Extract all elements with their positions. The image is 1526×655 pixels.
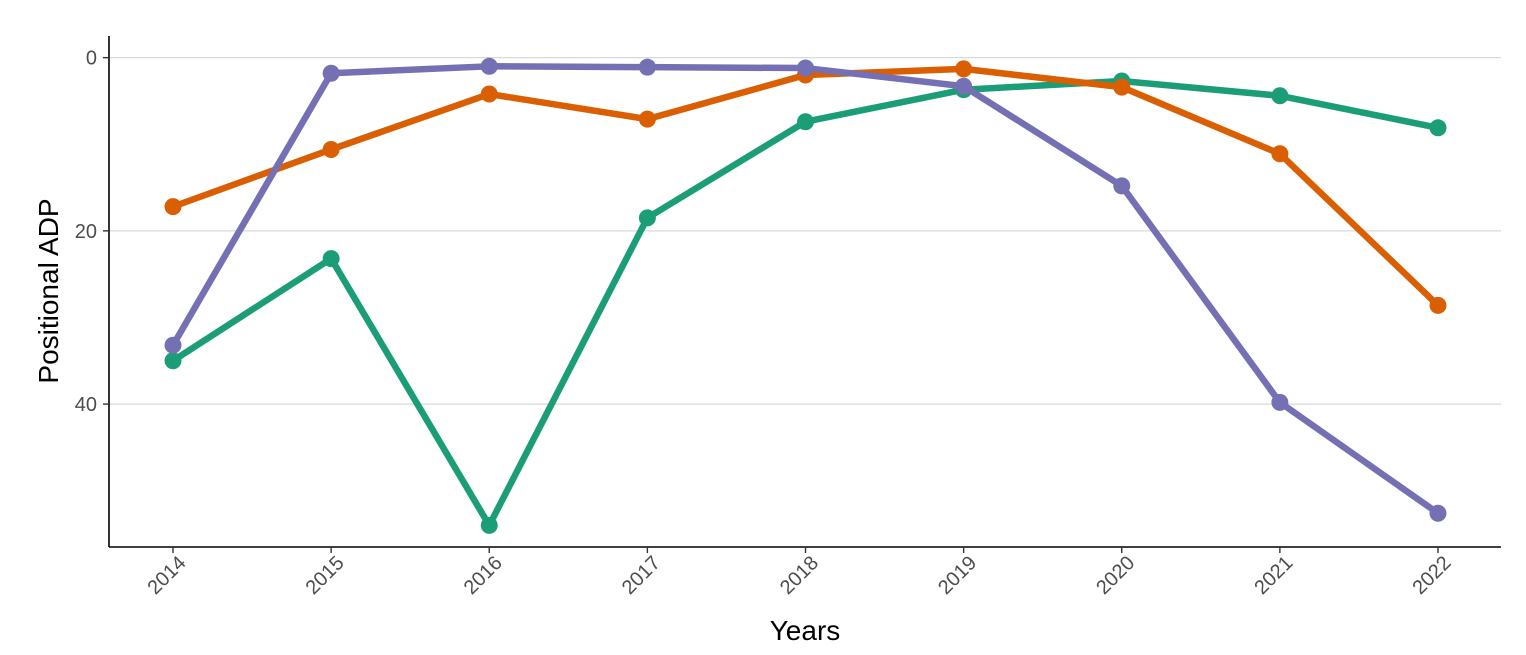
data-point [797, 113, 814, 131]
data-point [955, 60, 973, 78]
y-tick-label: 20 [75, 221, 97, 243]
data-point [322, 140, 340, 158]
ticks: 0 20 40 2014 2015 2016 2017 2018 2019 2020 2021 202… [75, 48, 1456, 599]
data-point [797, 59, 814, 77]
series [164, 57, 1447, 534]
data-point [1271, 393, 1289, 411]
data-point [164, 336, 182, 354]
x-axis-title: Years [770, 615, 841, 646]
data-point [1271, 87, 1289, 105]
series-line-2 [169, 65, 1442, 309]
data-point [164, 198, 182, 216]
series-line-1 [169, 77, 1442, 529]
x-tick-label: 2016 [460, 552, 507, 599]
x-tick-label: 2018 [776, 552, 823, 599]
x-tick-label: 2017 [618, 552, 665, 599]
data-point [638, 209, 656, 227]
x-tick-label: 2020 [1092, 552, 1139, 599]
series-line-3 [169, 63, 1442, 517]
data-point [638, 110, 656, 128]
data-point [480, 85, 498, 103]
data-point [480, 57, 498, 75]
data-point [1429, 504, 1447, 522]
y-axis-title: Positional ADP [33, 198, 64, 383]
x-tick-label: 2014 [144, 552, 191, 599]
data-point [1429, 296, 1447, 314]
x-tick-label: 2021 [1250, 552, 1297, 599]
y-tick-label: 40 [75, 394, 97, 416]
data-point [1113, 78, 1131, 96]
x-tick-label: 2015 [302, 552, 349, 599]
data-point [164, 352, 182, 370]
data-point [322, 250, 340, 268]
data-point [955, 77, 973, 95]
grid [109, 57, 1501, 405]
x-tick-label: 2022 [1409, 552, 1456, 599]
data-point [1113, 177, 1131, 195]
data-point [1271, 145, 1289, 163]
data-point [1429, 119, 1447, 137]
data-point [638, 58, 656, 76]
y-tick-label: 0 [86, 48, 97, 70]
data-point [480, 516, 498, 534]
axes [108, 36, 1501, 548]
data-point [322, 64, 340, 82]
x-tick-label: 2019 [934, 552, 981, 599]
